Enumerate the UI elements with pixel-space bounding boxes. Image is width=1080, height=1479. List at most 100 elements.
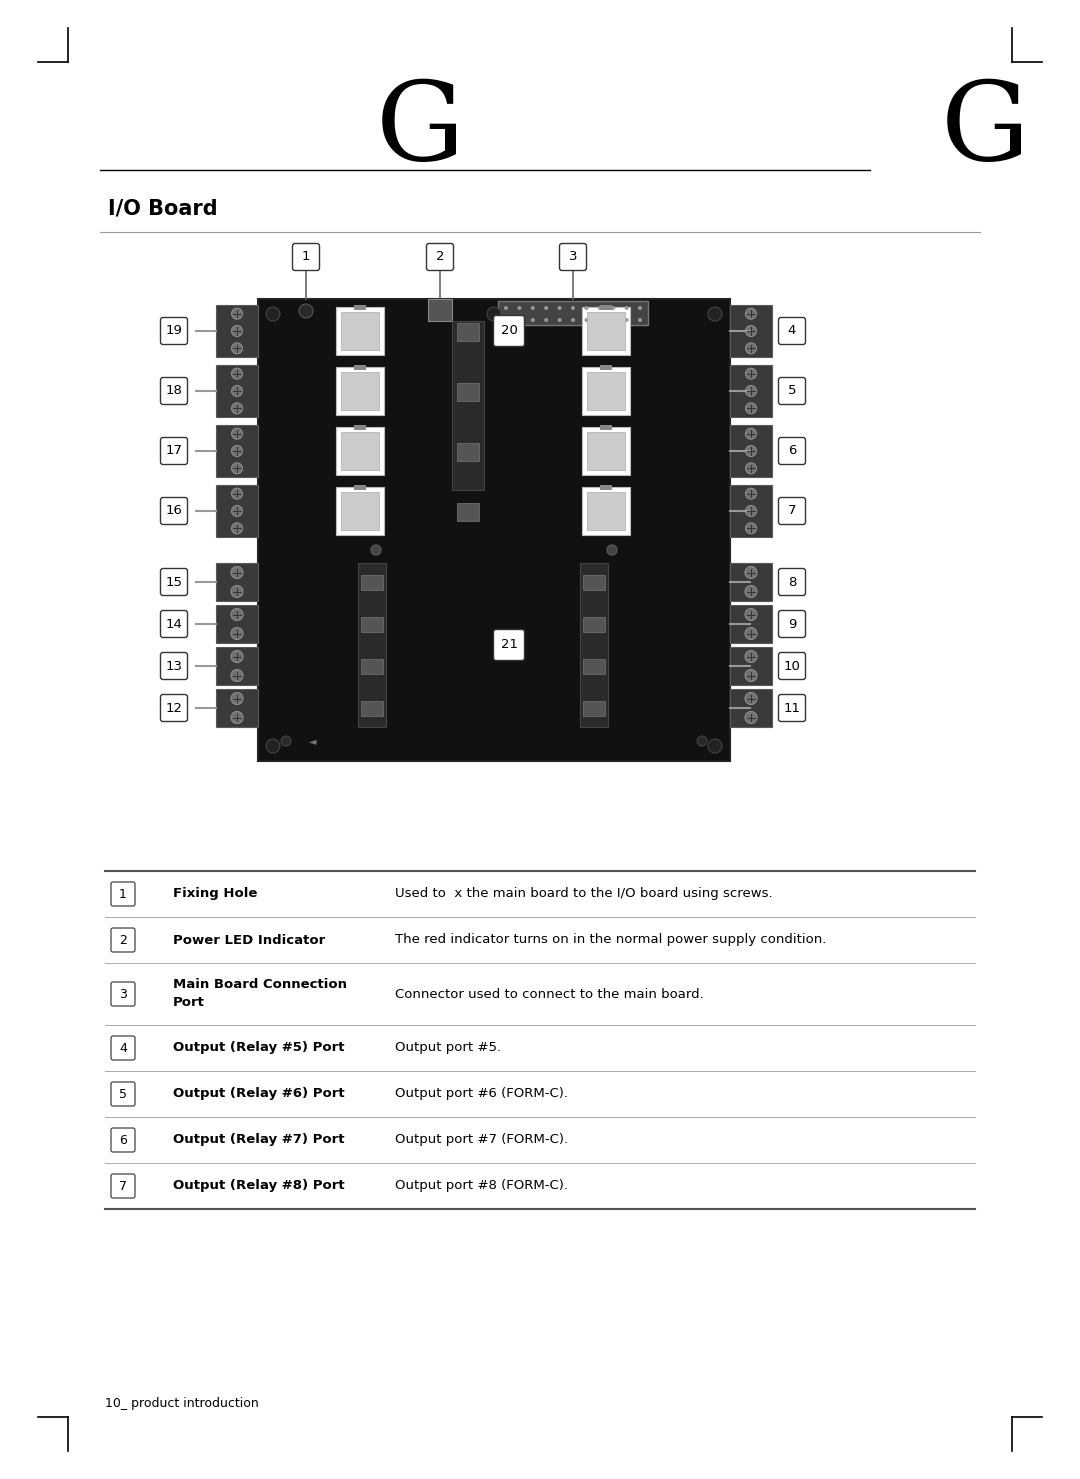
Bar [588,373,625,410]
Circle shape [598,318,602,322]
Text: 8: 8 [787,575,796,589]
Bar [582,487,630,535]
Bar [457,503,480,521]
Bar [216,689,258,728]
FancyBboxPatch shape [161,611,188,637]
Circle shape [299,305,313,318]
Text: Port: Port [173,997,205,1010]
Text: 13: 13 [165,660,183,673]
Bar [361,575,383,590]
Bar [588,432,625,470]
Circle shape [231,692,243,704]
Bar [216,485,258,537]
Bar [730,605,772,643]
Circle shape [607,544,617,555]
Bar [600,485,612,490]
Text: Fixing Hole: Fixing Hole [173,887,257,901]
Bar [498,302,648,325]
FancyBboxPatch shape [161,377,188,404]
Circle shape [571,306,575,311]
Circle shape [231,566,243,578]
Bar [730,365,772,417]
FancyBboxPatch shape [161,652,188,679]
Text: 2: 2 [119,933,127,947]
Circle shape [745,427,757,439]
Circle shape [745,368,757,379]
Circle shape [745,627,757,639]
Bar [730,563,772,600]
Bar [361,660,383,674]
FancyBboxPatch shape [111,1083,135,1106]
Text: 17: 17 [165,445,183,457]
Bar [361,617,383,632]
Circle shape [281,737,291,745]
FancyBboxPatch shape [161,438,188,464]
Circle shape [530,306,535,311]
Bar [457,322,480,342]
Circle shape [745,586,757,598]
Text: 3: 3 [119,988,127,1000]
Circle shape [745,566,757,578]
FancyBboxPatch shape [161,318,188,345]
Circle shape [504,306,508,311]
Text: Output port #8 (FORM-C).: Output port #8 (FORM-C). [395,1179,568,1192]
FancyBboxPatch shape [779,611,806,637]
Circle shape [231,488,243,500]
Circle shape [611,306,616,311]
Circle shape [584,318,589,322]
Bar [357,563,386,728]
Bar [600,365,612,370]
FancyBboxPatch shape [293,244,320,271]
Text: Power LED Indicator: Power LED Indicator [173,933,325,947]
Circle shape [266,308,280,321]
Circle shape [231,711,243,723]
Bar [216,305,258,356]
Bar [730,424,772,478]
Bar [583,701,605,716]
Text: 10_ product introduction: 10_ product introduction [105,1398,259,1411]
Circle shape [598,306,602,311]
Text: I/O Board: I/O Board [108,200,218,219]
Circle shape [517,318,522,322]
Circle shape [372,544,381,555]
Text: 12: 12 [165,701,183,714]
FancyBboxPatch shape [161,695,188,722]
Text: 5: 5 [787,385,796,398]
Circle shape [745,445,757,457]
Bar [336,308,384,355]
Circle shape [745,488,757,500]
FancyBboxPatch shape [161,497,188,525]
Circle shape [745,711,757,723]
Text: 2: 2 [435,250,444,263]
Circle shape [231,386,243,396]
Circle shape [231,627,243,639]
FancyBboxPatch shape [427,244,454,271]
Circle shape [745,308,757,319]
Circle shape [745,608,757,621]
Text: ◄: ◄ [309,737,316,745]
Bar [354,485,366,490]
Bar [354,365,366,370]
Bar [583,575,605,590]
Circle shape [745,692,757,704]
Text: Output (Relay #8) Port: Output (Relay #8) Port [173,1179,345,1192]
FancyBboxPatch shape [779,695,806,722]
FancyBboxPatch shape [779,377,806,404]
Bar [600,424,612,430]
Text: G: G [376,77,464,183]
Circle shape [517,306,522,311]
Circle shape [745,522,757,534]
Bar [354,305,366,311]
Circle shape [231,608,243,621]
Bar [730,305,772,356]
FancyBboxPatch shape [494,315,525,346]
Circle shape [504,318,508,322]
Text: 1: 1 [119,887,127,901]
Circle shape [231,325,243,337]
Circle shape [231,445,243,457]
Text: 7: 7 [787,504,796,518]
Text: 18: 18 [165,385,183,398]
Circle shape [584,306,589,311]
Bar [336,367,384,416]
Text: 6: 6 [787,445,796,457]
